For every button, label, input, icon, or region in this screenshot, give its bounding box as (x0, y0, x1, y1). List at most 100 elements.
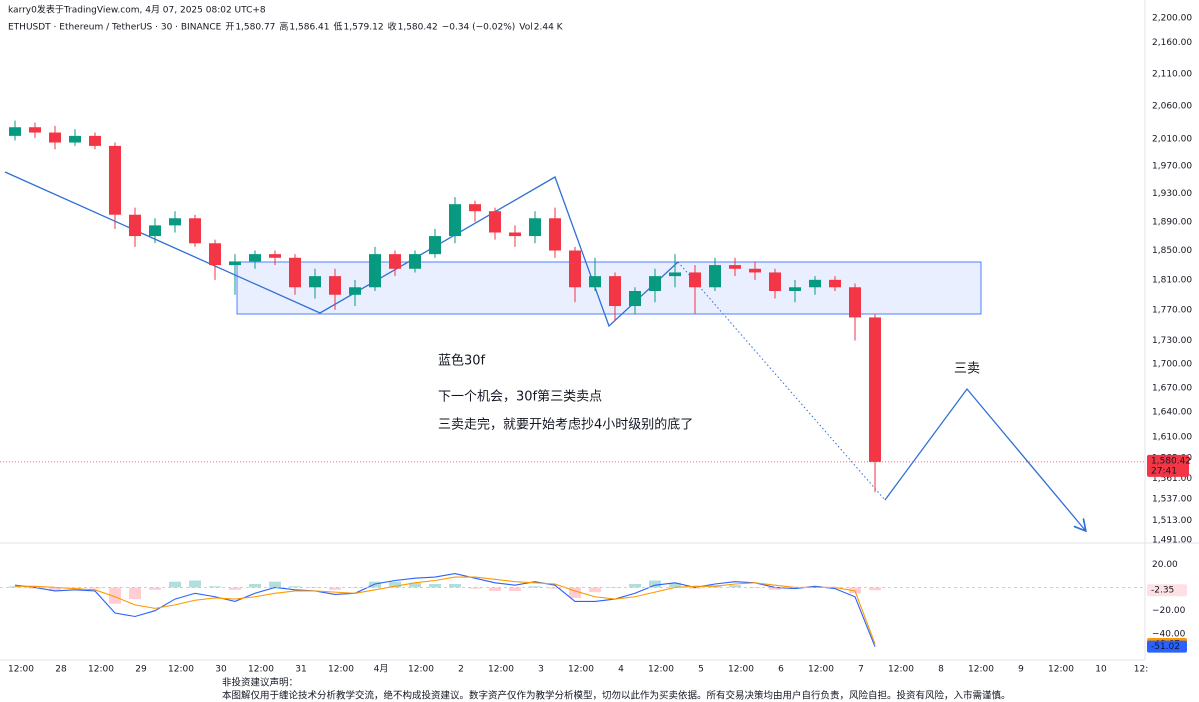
histogram-bar (149, 587, 161, 590)
x-tick-label: 28 (55, 665, 67, 675)
histogram-bar (689, 587, 701, 589)
candle-body (829, 279, 841, 288)
candle-body (9, 127, 21, 136)
y-tick-label: 1,640.00 (1152, 408, 1192, 418)
dotted-line (677, 261, 886, 501)
y-tick-label: 2,060.00 (1152, 102, 1192, 112)
candle-body (269, 254, 281, 258)
candle-body (89, 135, 101, 146)
histogram-bar (669, 582, 681, 588)
x-tick-label: 6 (778, 665, 784, 675)
macd-tick-label: 20.00 (1152, 560, 1178, 570)
x-tick-label: 9 (1018, 665, 1024, 675)
histogram-bar (229, 587, 241, 590)
symbol-header: ETHUSDT · Ethereum / TetherUS · 30 · BIN… (8, 21, 564, 33)
histogram-bar (829, 587, 841, 589)
candle-body (449, 204, 461, 237)
x-tick-label: 12:00 (408, 665, 434, 675)
histogram-bar (549, 587, 561, 589)
x-tick-label: 10 (1095, 665, 1107, 675)
countdown: 27:41 (1151, 466, 1177, 476)
x-tick-label: 12:00 (968, 665, 994, 675)
candle-body (149, 225, 161, 237)
histogram-bar (729, 585, 741, 588)
x-tick-label: 29 (135, 665, 147, 675)
candle-body (249, 254, 261, 262)
vol-label: Vol (519, 23, 532, 33)
candle-body (629, 291, 641, 307)
y-tick-label: 1,890.00 (1152, 217, 1192, 227)
x-tick-label: 12:00 (248, 665, 274, 675)
annotation: 蓝色30f (438, 353, 486, 369)
candle-body (409, 254, 421, 269)
y-tick-label: 1,670.00 (1152, 383, 1192, 393)
histogram-bar (329, 587, 341, 590)
change: −0.34 (−0.02%) (442, 23, 516, 33)
candle-body (229, 261, 241, 266)
candle-body (349, 287, 361, 295)
macd-line (15, 576, 876, 645)
candle-body (29, 127, 41, 133)
projection-arrow (884, 387, 1085, 530)
y-tick-label: 1,770.00 (1152, 305, 1192, 315)
x-tick-label: 12:00 (8, 665, 34, 675)
histogram-bar (289, 586, 301, 588)
candle-body (189, 218, 201, 244)
x-tick-label: 8 (938, 665, 944, 675)
histogram-bar (389, 581, 401, 588)
y-tick-label: 1,970.00 (1152, 162, 1192, 172)
x-tick-label: 30 (215, 665, 227, 675)
histogram-bar (249, 583, 261, 588)
y-tick-label: 1,730.00 (1152, 336, 1192, 346)
x-tick-label: 2 (458, 665, 464, 675)
x-tick-label: 12:00 (488, 665, 514, 675)
x-tick-label: 12:00 (808, 665, 834, 675)
y-tick-label: 2,160.00 (1152, 38, 1192, 48)
histogram-bar (509, 587, 521, 591)
y-tick-label: 1,930.00 (1152, 189, 1192, 199)
candle-body (649, 276, 661, 292)
macd-tick-label: −20.00 (1152, 606, 1186, 616)
plot (9, 120, 881, 647)
x-tick-label: 3 (538, 665, 544, 675)
byline: karry0发表于TradingView.com, 4月 07, 2025 08… (8, 4, 266, 16)
y-tick-label: 2,010.00 (1152, 135, 1192, 145)
candle-body (309, 276, 321, 288)
candle-body (369, 254, 381, 288)
candle-body (789, 287, 801, 292)
histogram-bar (49, 587, 61, 591)
candle-body (209, 243, 221, 266)
x-tick-label: 12:00 (648, 665, 674, 675)
x-tick-label: 12: (1134, 665, 1148, 675)
candle-body (109, 145, 121, 215)
value-tag-bg (1147, 640, 1187, 653)
ohlc-value: 1,580.42 (398, 23, 438, 33)
y-tick-label: 1,810.00 (1152, 275, 1192, 285)
value-tag: -51.02 (1151, 642, 1180, 652)
histogram-bar (869, 587, 881, 591)
candle-body (609, 276, 621, 307)
annotation: 三卖 (954, 362, 980, 377)
x-tick-label: 4月 (374, 664, 389, 675)
value-tag: -2.35 (1151, 586, 1174, 596)
ohlc-value: 1,579.12 (344, 23, 384, 33)
x-tick-label: 5 (698, 665, 704, 675)
candle-body (589, 276, 601, 288)
y-tick-label: 1,537.00 (1152, 495, 1192, 505)
histogram-bar (569, 587, 581, 598)
histogram-bar (629, 583, 641, 588)
macd-line (14, 572, 876, 647)
x-tick-label: 12:00 (888, 665, 914, 675)
candle-body (49, 132, 61, 143)
histogram-bar (409, 582, 421, 588)
y-tick-label: 2,110.00 (1152, 70, 1192, 80)
candle-body (289, 257, 301, 288)
candle-body (469, 204, 481, 212)
histogram-bar (749, 587, 761, 588)
candle-body (569, 250, 581, 288)
histogram-bar (129, 587, 141, 600)
candle-body (489, 211, 501, 233)
histogram-bar (589, 587, 601, 593)
histogram-bar (789, 587, 801, 589)
candle-body (169, 218, 181, 226)
